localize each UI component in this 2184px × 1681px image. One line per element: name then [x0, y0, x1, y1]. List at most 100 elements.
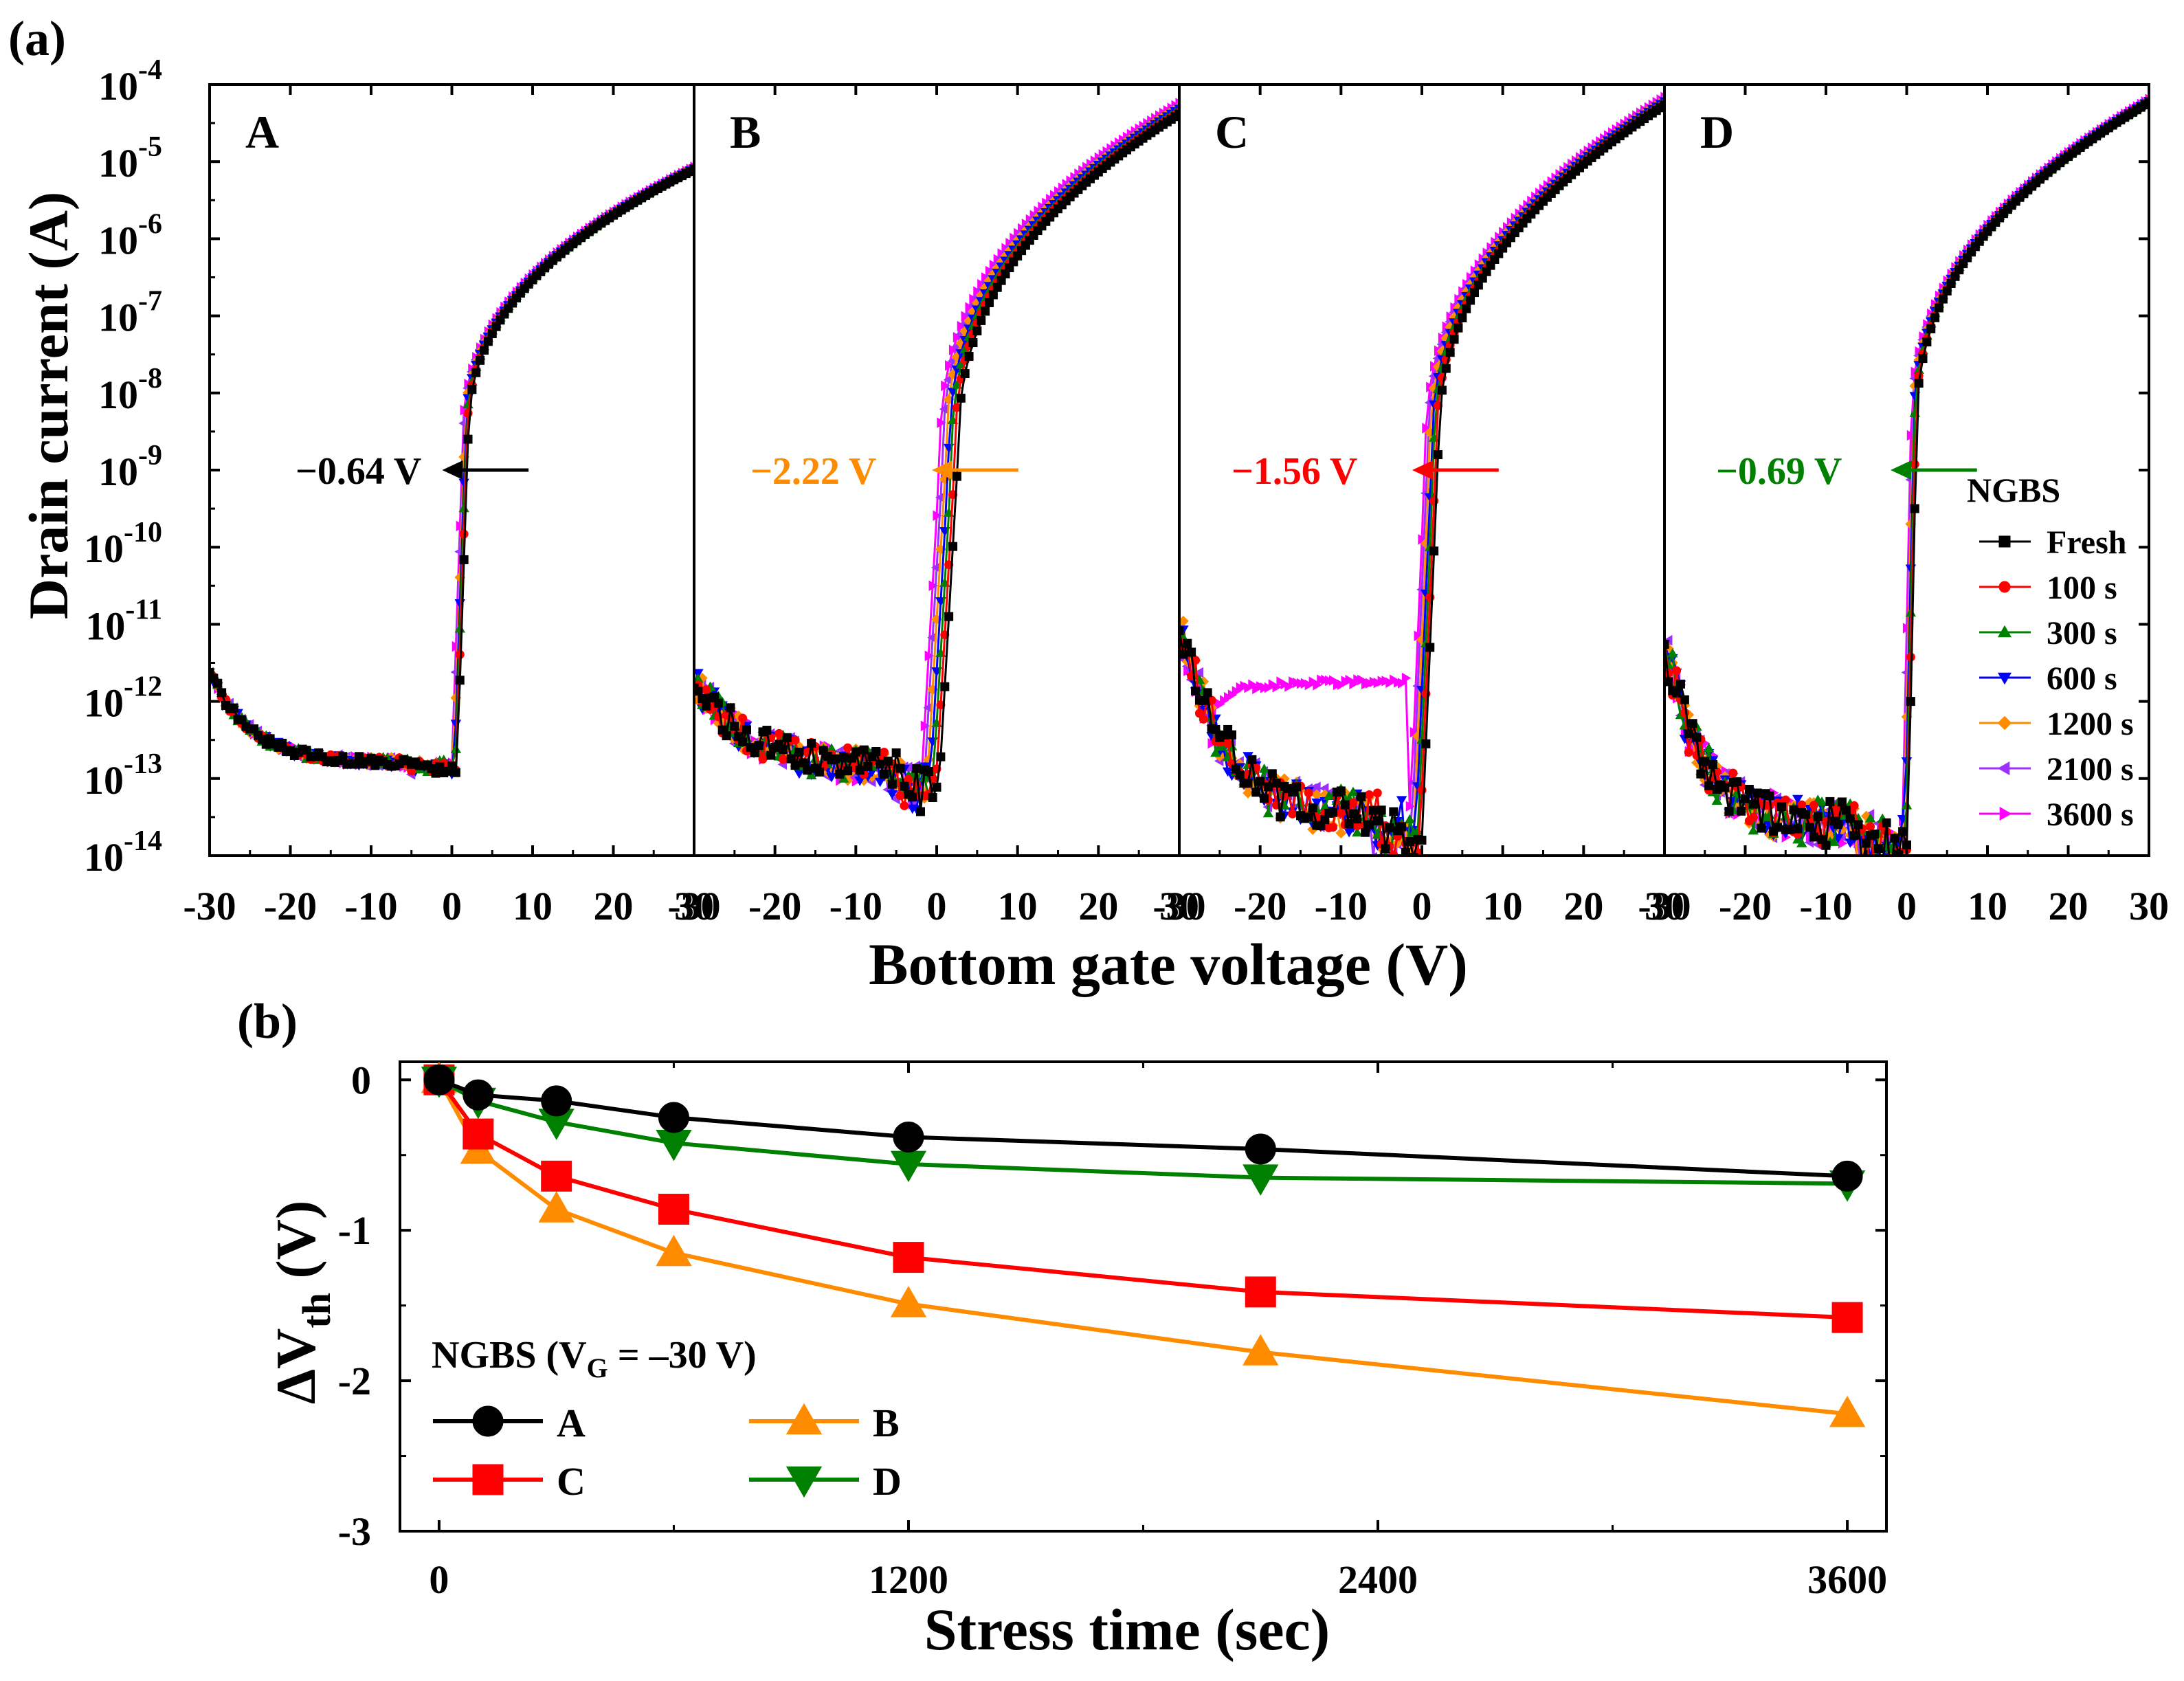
- data-point: [467, 385, 477, 394]
- data-point: [278, 738, 287, 748]
- data-point: [1421, 739, 1431, 748]
- data-point: [1462, 304, 1471, 313]
- legend-label: 100 s: [2047, 570, 2117, 606]
- data-point: [1271, 778, 1281, 788]
- data-point: [1191, 686, 1201, 695]
- y-tick-label: 10-12: [84, 671, 162, 726]
- data-point: [1849, 831, 1859, 840]
- data-point: [1813, 812, 1823, 821]
- data-point: [1243, 779, 1253, 788]
- data-point: [1776, 802, 1786, 812]
- data-point: [826, 772, 837, 783]
- data-point: [887, 790, 898, 800]
- data-point: [835, 769, 845, 779]
- data-point: [476, 355, 485, 365]
- x-tick-label: 0: [1897, 884, 1917, 928]
- data-point-A: [1831, 1160, 1863, 1192]
- data-point: [1365, 820, 1374, 830]
- data-point: [1425, 643, 1435, 652]
- data-point: [738, 737, 748, 747]
- data-point: [1203, 688, 1212, 698]
- data-point: [883, 756, 893, 766]
- data-point: [1335, 827, 1347, 839]
- data-point: [775, 728, 784, 738]
- y-tick-label: 10-5: [98, 131, 162, 186]
- y-tick-label: 10-14: [84, 825, 162, 880]
- x-tick-label: -30: [1152, 884, 1205, 928]
- data-point: [1688, 719, 1697, 728]
- x-tick-label: 30: [1645, 884, 1684, 928]
- data-point: [1251, 788, 1261, 797]
- data-point: [350, 759, 359, 769]
- data-point: [1838, 797, 1847, 807]
- data-point: [1676, 679, 1685, 689]
- data-point: [1336, 786, 1346, 796]
- legend-title-subscript: G: [587, 1352, 608, 1383]
- data-point: [1417, 836, 1427, 845]
- data-point: [1397, 822, 1407, 832]
- data-point: [900, 801, 909, 810]
- legend-marker: [785, 1403, 823, 1435]
- legend-label: A: [557, 1401, 586, 1445]
- data-point: [1692, 733, 1702, 742]
- data-point: [1841, 805, 1851, 815]
- data-point: [984, 298, 994, 307]
- y-tick-exponent: -8: [138, 363, 162, 394]
- x-tick-label: 10: [1968, 884, 2007, 928]
- y-title-subscript: th: [294, 1293, 339, 1328]
- data-point: [1405, 801, 1416, 812]
- y-tick-label: 10-10: [84, 517, 162, 571]
- data-point: [1256, 777, 1265, 786]
- data-point: [210, 668, 214, 678]
- data-point: [1898, 827, 1908, 836]
- data-point: [1437, 386, 1447, 395]
- x-tick-label: -10: [1315, 884, 1368, 928]
- data-point: [1744, 785, 1754, 794]
- data-point: [839, 753, 849, 762]
- data-point: [932, 782, 941, 792]
- data-point: [928, 792, 937, 802]
- y-tick-label: -2: [338, 1359, 371, 1403]
- data-point: [1434, 450, 1443, 460]
- legend-label: D: [873, 1459, 902, 1504]
- legend-title-prefix: NGBS (V: [432, 1334, 587, 1377]
- data-point: [1453, 323, 1463, 333]
- data-point-C: [893, 1242, 924, 1273]
- data-point: [1793, 824, 1803, 834]
- data-point: [1401, 847, 1410, 856]
- data-point: [1871, 862, 1879, 870]
- panel-b-plot: 0 1200 2400 3600 0 -1 -2 -3 NGBS (VG = –30 V) A B C…: [338, 1058, 1888, 1602]
- data-point: [790, 735, 800, 745]
- data-point: [1748, 799, 1758, 809]
- y-tick-label: 10-8: [98, 363, 162, 417]
- series-line-A: [438, 1078, 1848, 1179]
- data-point: [981, 307, 990, 316]
- data-point: [891, 748, 901, 758]
- data-point: [871, 747, 881, 757]
- data-point: [1845, 814, 1855, 823]
- x-tick-label: -20: [748, 884, 801, 928]
- data-point: [1910, 460, 1919, 469]
- data-point: [1304, 812, 1313, 822]
- arrow-head: [1891, 460, 1911, 480]
- data-point: [742, 725, 751, 735]
- data-point: [1870, 830, 1879, 839]
- panel-a-label: (a): [8, 11, 66, 66]
- data-point: [1311, 781, 1321, 792]
- data-point: [977, 315, 986, 325]
- data-point: [1385, 823, 1394, 832]
- data-point: [960, 369, 970, 379]
- data-point: [1660, 100, 1664, 110]
- data-point: [698, 693, 707, 703]
- y-tick-exponent: -10: [124, 517, 162, 548]
- data-point: [1684, 729, 1693, 739]
- y-tick-exponent: -4: [138, 54, 162, 86]
- data-point: [1396, 796, 1407, 805]
- data-point-A: [423, 1064, 455, 1095]
- data-point: [762, 726, 772, 735]
- data-point: [928, 580, 939, 592]
- panel-a-plot: 10-410-510-610-710-810-910-1010-1110-121…: [84, 54, 2169, 928]
- curves: [694, 98, 1179, 816]
- data-point: [1832, 834, 1844, 844]
